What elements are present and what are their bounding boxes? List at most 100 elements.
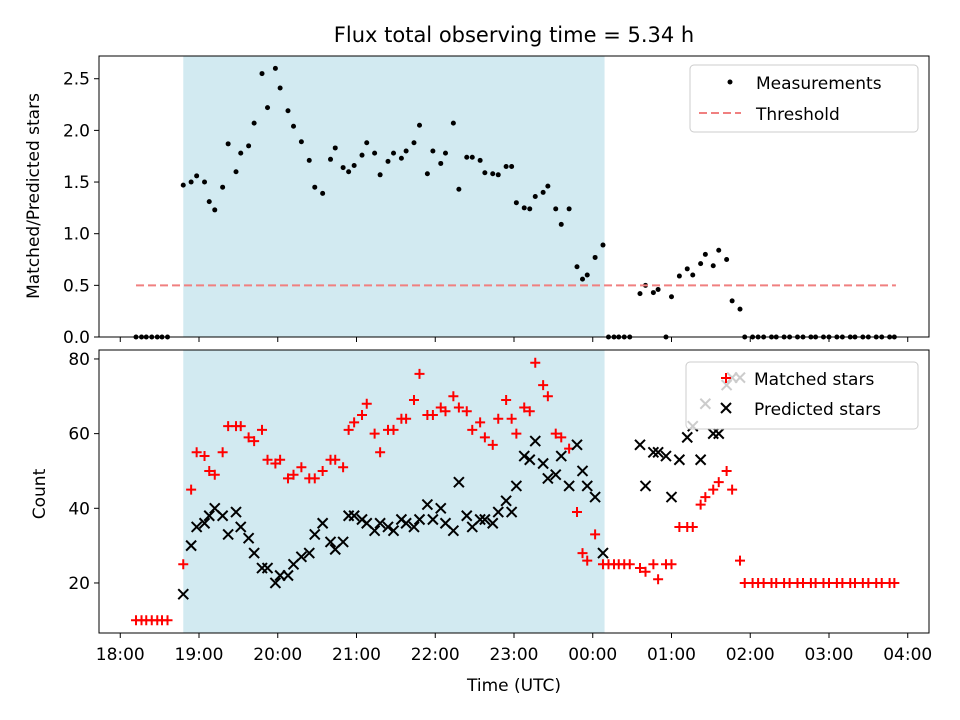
y-tick-label: 0.0 — [63, 328, 90, 348]
measurement-point — [372, 150, 378, 156]
x-tick-label: 21:00 — [332, 645, 381, 665]
predicted-point — [639, 480, 652, 492]
measurement-point — [650, 290, 656, 296]
predicted-point — [505, 506, 518, 518]
predicted-point — [673, 454, 686, 466]
measurement-point — [272, 65, 278, 71]
predicted-point — [185, 539, 197, 552]
predicted-point — [652, 446, 664, 459]
matched-point — [235, 421, 246, 432]
matched-point — [414, 368, 425, 379]
predicted-point — [261, 562, 274, 574]
matched-point — [448, 391, 459, 402]
matched-point — [375, 447, 386, 458]
measurement-point — [676, 273, 682, 279]
measurement-point — [469, 154, 475, 160]
predicted-point — [487, 517, 499, 529]
predicted-point — [177, 588, 189, 600]
matched-point — [262, 454, 273, 465]
matched-point — [204, 465, 215, 476]
measurement-point — [464, 154, 470, 160]
measurement-point — [212, 207, 218, 213]
measurement-point — [513, 200, 519, 206]
matched-point — [542, 391, 553, 402]
y-tick-label: 60 — [68, 425, 90, 445]
predicted-point — [337, 536, 349, 548]
measurement-point — [442, 150, 448, 156]
predicted-point — [563, 480, 575, 492]
predicted-point — [453, 476, 465, 488]
matched-point — [357, 409, 368, 420]
measurement-point — [277, 85, 283, 91]
measurement-point — [298, 139, 304, 145]
legend-threshold-label: Threshold — [755, 105, 840, 125]
measurement-point — [351, 163, 357, 169]
measurement-point — [364, 140, 370, 146]
predicted-point — [374, 517, 386, 529]
predicted-point — [681, 431, 693, 444]
legend-predicted-marker — [720, 402, 732, 414]
predicted-point — [413, 513, 426, 526]
measurement-point — [503, 164, 509, 170]
matched-point — [538, 380, 549, 391]
predicted-point — [647, 446, 660, 459]
measurement-point — [637, 291, 643, 297]
matched-point — [343, 424, 354, 435]
measurement-point — [495, 172, 501, 178]
measurement-point — [398, 155, 404, 161]
legend-matched-label: Matched stars — [754, 370, 874, 390]
y-tick-label: 80 — [68, 350, 90, 370]
y-tick-label: 40 — [68, 499, 90, 519]
measurement-point — [332, 145, 338, 151]
legend-predicted-label: Predicted stars — [754, 400, 881, 420]
measurement-point — [450, 120, 456, 126]
top-panel: 0.0 0.5 1.0 1.5 2.0 2.5 Matched/Predicted sta… — [24, 55, 930, 348]
measurement-point — [690, 272, 696, 278]
matched-point — [550, 428, 561, 439]
matched-point — [687, 521, 698, 532]
matched-point — [590, 529, 601, 540]
predicted-point — [427, 513, 439, 526]
matched-point — [487, 439, 498, 450]
predicted-point — [550, 468, 562, 481]
predicted-point — [492, 506, 504, 518]
measurement-point — [417, 122, 423, 128]
matched-point — [695, 499, 706, 510]
measurement-point — [684, 266, 690, 272]
measurement-point — [729, 298, 735, 304]
measurement-point — [716, 247, 722, 253]
measurement-point — [328, 156, 334, 162]
measurement-point — [509, 164, 515, 170]
matched-point — [708, 484, 719, 495]
matched-point — [479, 432, 490, 443]
x-tick-label: 22:00 — [411, 645, 460, 665]
matched-point — [475, 417, 486, 428]
matched-point — [524, 406, 535, 417]
y-axis-label: Matched/Predicted stars — [24, 93, 44, 299]
predicted-point — [282, 569, 294, 582]
matched-point — [317, 465, 328, 476]
predicted-point — [190, 521, 203, 533]
predicted-point — [660, 450, 672, 462]
predicted-point — [694, 454, 707, 466]
measurement-point — [702, 251, 708, 257]
x-tick-label: 18:00 — [96, 645, 145, 665]
y-tick-label: 20 — [68, 574, 90, 594]
matched-point — [427, 409, 438, 420]
predicted-point — [529, 435, 541, 447]
predicted-point — [589, 491, 601, 503]
plot-frame — [98, 55, 930, 338]
predicted-point — [510, 480, 523, 492]
matched-point — [624, 559, 635, 570]
measurement-point — [532, 194, 538, 199]
predicted-point — [713, 427, 725, 440]
x-tick-label: 20:00 — [253, 645, 302, 665]
x-tick-label: 23:00 — [490, 645, 539, 665]
matched-point — [511, 428, 522, 439]
predicted-point — [303, 547, 315, 559]
y-tick-label: 2.0 — [63, 121, 90, 141]
matched-point — [249, 436, 260, 447]
matched-point — [408, 395, 419, 406]
measurement-point — [424, 171, 430, 177]
predicted-point — [269, 577, 282, 589]
